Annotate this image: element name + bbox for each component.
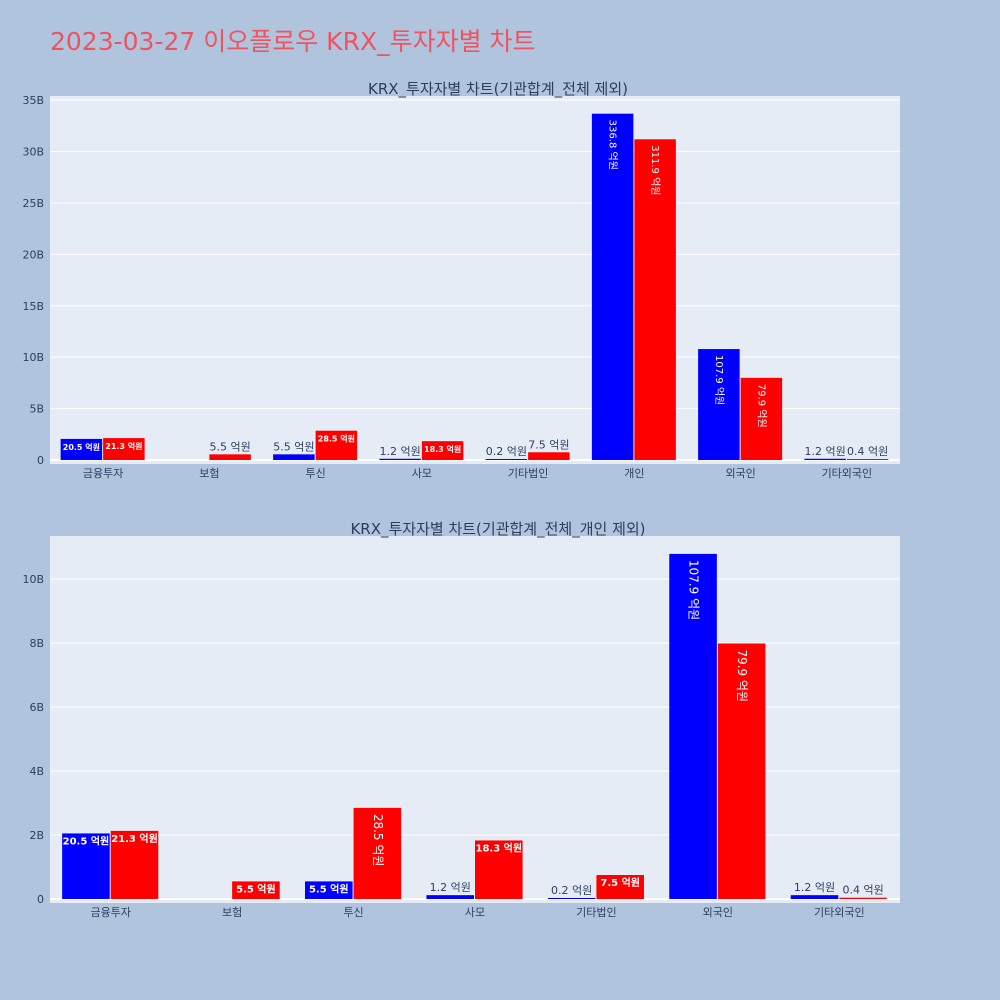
bar: [209, 454, 251, 460]
data-label: 0.2 억원: [486, 445, 527, 458]
bar: [475, 840, 523, 899]
data-label: 5.5 억원: [273, 440, 314, 453]
bar: [634, 139, 676, 461]
bar: [103, 438, 145, 460]
y-tick-label: 25B: [22, 197, 44, 210]
data-label: 21.3 억원: [105, 441, 142, 451]
bar: [591, 113, 634, 460]
bar: [273, 454, 315, 460]
x-tick-label: 기타외국인: [814, 906, 865, 919]
data-label: 20.5 억원: [63, 834, 110, 847]
y-tick-label: 5B: [29, 403, 44, 416]
x-tick-label: 기타법인: [576, 906, 616, 919]
bar: [315, 430, 358, 460]
x-tick-label: 외국인: [725, 467, 755, 480]
x-tick-label: 사모: [412, 467, 432, 480]
y-tick-label: 0: [37, 454, 44, 467]
bar: [62, 833, 110, 899]
data-label: 20.5 억원: [63, 442, 100, 452]
bar: [596, 875, 644, 899]
x-tick-label: 개인: [624, 467, 644, 480]
data-label: 7.5 억원: [600, 876, 640, 889]
data-label: 18.3 억원: [476, 841, 523, 854]
x-tick-label: 금융투자: [83, 467, 123, 480]
bar: [846, 459, 889, 460]
bar: [485, 459, 528, 460]
x-tick-label: 보험: [222, 906, 242, 919]
data-label: 79.9 억원: [735, 649, 749, 702]
y-tick-label: 10B: [22, 351, 44, 364]
y-tick-label: 4B: [29, 765, 44, 778]
bar: [110, 830, 159, 899]
x-tick-label: 보험: [199, 467, 219, 480]
data-label: 1.2 억원: [430, 881, 471, 894]
bar: [60, 438, 103, 460]
data-label: 5.5 억원: [210, 440, 251, 453]
bar: [740, 377, 783, 460]
data-label: 79.9 억원: [755, 384, 767, 428]
bar: [528, 452, 570, 460]
x-tick-label: 투신: [343, 906, 363, 919]
data-label: 28.5 억원: [371, 814, 385, 867]
x-tick-label: 사모: [465, 906, 485, 919]
y-tick-label: 0: [37, 893, 44, 906]
data-label: 107.9 억원: [713, 355, 725, 405]
bar: [669, 553, 717, 899]
bar: [547, 898, 596, 899]
data-label: 1.2 억원: [380, 445, 421, 458]
y-tick-label: 35B: [22, 94, 44, 107]
data-label: 18.3 억원: [424, 444, 461, 454]
data-label: 1.2 억원: [805, 445, 846, 458]
y-tick-label: 10B: [22, 573, 44, 586]
x-tick-label: 기타법인: [508, 467, 548, 480]
data-label: 0.4 억원: [842, 884, 883, 897]
subplot-title: KRX_투자자별 차트(기관합계_전체_개인 제외): [350, 520, 645, 539]
data-label: 5.5 억원: [236, 882, 276, 895]
data-label: 336.8 억원: [607, 120, 619, 170]
data-label: 0.4 억원: [847, 445, 888, 458]
y-tick-label: 6B: [29, 701, 44, 714]
data-label: 311.9 억원: [649, 145, 661, 195]
page-title: 2023-03-27 이오플로우 KRX_투자자별 차트: [50, 27, 536, 56]
data-label: 21.3 억원: [111, 832, 158, 845]
y-tick-label: 8B: [29, 637, 44, 650]
bar: [698, 349, 740, 460]
data-label: 1.2 억원: [794, 881, 835, 894]
subplot-title: KRX_투자자별 차트(기관합계_전체 제외): [368, 80, 628, 99]
x-tick-label: 투신: [306, 467, 326, 480]
bar: [379, 458, 421, 460]
y-tick-label: 2B: [29, 829, 44, 842]
bar: [353, 807, 402, 899]
data-label: 7.5 억원: [528, 438, 569, 451]
y-tick-label: 20B: [22, 248, 44, 261]
bar: [421, 441, 464, 460]
y-tick-label: 30B: [22, 146, 44, 159]
bar: [232, 881, 280, 899]
data-label: 107.9 억원: [687, 560, 701, 620]
data-label: 5.5 억원: [309, 882, 349, 895]
bar: [305, 881, 353, 899]
x-tick-label: 금융투자: [90, 906, 130, 919]
x-tick-label: 기타외국인: [822, 467, 873, 480]
bar: [839, 897, 887, 899]
data-label: 0.2 억원: [551, 884, 592, 897]
bar: [426, 895, 474, 899]
bar: [804, 458, 846, 460]
data-label: 28.5 억원: [318, 434, 355, 444]
bar: [790, 895, 839, 899]
x-tick-label: 외국인: [703, 906, 733, 919]
y-tick-label: 15B: [22, 300, 44, 313]
bar: [717, 643, 766, 899]
